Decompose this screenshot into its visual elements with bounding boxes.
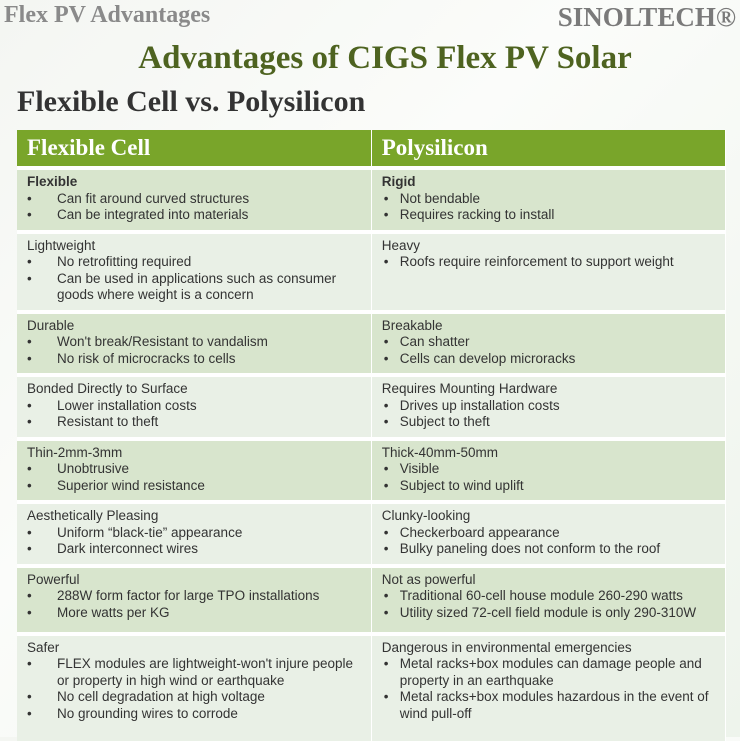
bullet-item: Can be integrated into materials [27, 207, 361, 224]
table-cell-right: HeavyRoofs require reinforcement to supp… [371, 229, 727, 312]
table-cell-right: Rigid Not bendableRequires racking to ins… [371, 166, 727, 232]
table-cell-right: Thick-40mm-50mmVisibleSubject to wind up… [371, 436, 727, 502]
bullet-list: Checkerboard appearanceBulky paneling do… [382, 525, 715, 558]
bullet-item: Requires racking to install [382, 207, 715, 224]
cell-heading: Safer [27, 639, 60, 655]
bullet-list: No retrofitting requiredCan be used in a… [27, 254, 361, 304]
bullet-item: Superior wind resistance [27, 478, 361, 495]
bullet-list: Drives up installation costsSubject to t… [382, 398, 715, 431]
table-row: DurableWon't break/Resistant to vandalis… [17, 309, 727, 375]
column-header-flexible: Flexible Cell [17, 130, 372, 168]
table-cell-left: Thin-2mm-3mmUnobtrusiveSuperior wind res… [17, 436, 372, 502]
bullet-list: Roofs require reinforcement to support w… [382, 254, 715, 271]
table-cell-right: BreakableCan shatterCells can develop mi… [371, 309, 727, 375]
table-cell-left: Aesthetically Pleasing Uniform “black-tie… [17, 500, 372, 566]
table-row: LightweightNo retrofitting requiredCan b… [17, 229, 727, 312]
bullet-list: Can shatterCells can develop microracks [382, 334, 715, 367]
cell-heading: Rigid [381, 174, 416, 189]
bullet-item: Can shatter [382, 334, 715, 351]
bullet-item: No retrofitting required [27, 254, 361, 271]
cell-heading: Durable [27, 317, 75, 333]
table-row: SaferFLEX modules are lightweight-won't … [17, 631, 727, 741]
cell-heading: Thick-40mm-50mm [381, 444, 499, 460]
bullet-item: FLEX modules are lightweight-won't injur… [27, 656, 361, 689]
bullet-item: 288W form factor for large TPO installat… [27, 588, 361, 605]
bullet-item: Lower installation costs [27, 398, 361, 415]
bullet-list: Uniform “black-tie” appearanceDark inter… [27, 525, 361, 558]
cell-heading: Lightweight [27, 237, 96, 253]
bullet-list: Metal racks+box modules can damage peopl… [382, 656, 715, 722]
table-cell-left: Bonded Directly to Surface Lower installa… [17, 373, 372, 439]
comparison-table: Flexible Cell Polysilicon Flexible Can fi… [17, 130, 727, 741]
cell-heading: Heavy [381, 237, 421, 253]
cell-heading: Not as powerful [381, 571, 476, 587]
bullet-item: Metal racks+box modules can damage peopl… [382, 656, 715, 689]
bullet-item: Metal racks+box modules hazardous in the… [382, 689, 715, 722]
bullet-item: Dark interconnect wires [27, 541, 361, 558]
page-title: Advantages of CIGS Flex PV Solar [138, 40, 632, 76]
table-cell-right: Requires Mounting Hardware Drives up inst… [371, 373, 727, 439]
bullet-list: VisibleSubject to wind uplift [382, 461, 715, 494]
cell-heading: Dangerous in environmental emergencies [381, 639, 632, 655]
bullet-item: Visible [382, 461, 715, 478]
bullet-item: Can be used in applications such as cons… [27, 271, 361, 304]
bullet-item: No grounding wires to corrode [27, 706, 361, 723]
bullet-list: Not bendableRequires racking to install [382, 191, 715, 224]
bullet-item: Uniform “black-tie” appearance [27, 525, 361, 542]
bullet-list: Traditional 60-cell house module 260-290… [382, 588, 715, 621]
table-cell-left: LightweightNo retrofitting requiredCan b… [17, 229, 372, 312]
table-row: Bonded Directly to Surface Lower installa… [17, 373, 727, 439]
table-row: Powerful288W form factor for large TPO i… [17, 563, 727, 634]
table-cell-right: Dangerous in environmental emergenciesMe… [371, 631, 727, 741]
bullet-item: Traditional 60-cell house module 260-290… [382, 588, 715, 605]
bullet-item: Subject to wind uplift [382, 478, 715, 495]
bullet-list: Won't break/Resistant to vandalismNo ris… [27, 334, 361, 367]
bullet-item: Bulky paneling does not conform to the r… [382, 541, 715, 558]
cell-heading: Breakable [381, 317, 443, 333]
table-cell-left: SaferFLEX modules are lightweight-won't … [17, 631, 372, 741]
bullet-item: More watts per KG [27, 605, 361, 622]
bullet-item: Resistant to theft [27, 414, 361, 431]
table-row: Aesthetically Pleasing Uniform “black-tie… [17, 500, 727, 566]
table-row: Flexible Can fit around curved structures… [17, 166, 727, 232]
bullet-item: Drives up installation costs [382, 398, 715, 415]
cell-heading: Flexible [27, 174, 78, 189]
bullet-item: Subject to theft [382, 414, 715, 431]
cell-heading: Aesthetically Pleasing [27, 508, 159, 523]
bullet-list: Lower installation costsResistant to the… [27, 398, 361, 431]
cell-heading: Bonded Directly to Surface [27, 381, 188, 396]
cell-heading: Thin-2mm-3mm [27, 444, 123, 460]
bullet-item: Checkerboard appearance [382, 525, 715, 542]
cell-heading: Clunky-looking [381, 508, 471, 523]
table-cell-left: Flexible Can fit around curved structures… [17, 166, 372, 232]
table-row: Thin-2mm-3mmUnobtrusiveSuperior wind res… [17, 436, 727, 502]
bullet-list: UnobtrusiveSuperior wind resistance [27, 461, 361, 494]
bullet-item: Cells can develop microracks [382, 351, 715, 368]
brand-logo: SINOLTECH® [557, 2, 736, 32]
table-cell-right: Not as powerfulTraditional 60-cell house… [371, 563, 727, 634]
bullet-item: No risk of microcracks to cells [27, 351, 361, 368]
table-cell-left: Powerful288W form factor for large TPO i… [17, 563, 372, 634]
bullet-item: Utility sized 72-cell field module is on… [382, 605, 715, 622]
bullet-item: Won't break/Resistant to vandalism [27, 334, 361, 351]
bullet-item: No cell degradation at high voltage [27, 689, 361, 706]
bullet-item: Not bendable [382, 191, 715, 208]
table-cell-left: DurableWon't break/Resistant to vandalis… [17, 309, 372, 375]
page-subtitle: Flexible Cell vs. Polysilicon [17, 85, 366, 118]
cell-heading: Powerful [27, 571, 80, 587]
table-cell-right: Clunky-looking Checkerboard appearanceBul… [371, 500, 727, 566]
section-label: Flex PV Advantages [4, 2, 211, 28]
cell-heading: Requires Mounting Hardware [381, 381, 558, 396]
bullet-item: Unobtrusive [27, 461, 361, 478]
bullet-list: 288W form factor for large TPO installat… [27, 588, 361, 621]
bullet-item: Can fit around curved structures [27, 191, 361, 208]
bullet-item: Roofs require reinforcement to support w… [382, 254, 715, 271]
bullet-list: FLEX modules are lightweight-won't injur… [27, 656, 361, 722]
column-header-polysilicon: Polysilicon [371, 130, 727, 168]
bullet-list: Can fit around curved structuresCan be i… [27, 191, 361, 224]
